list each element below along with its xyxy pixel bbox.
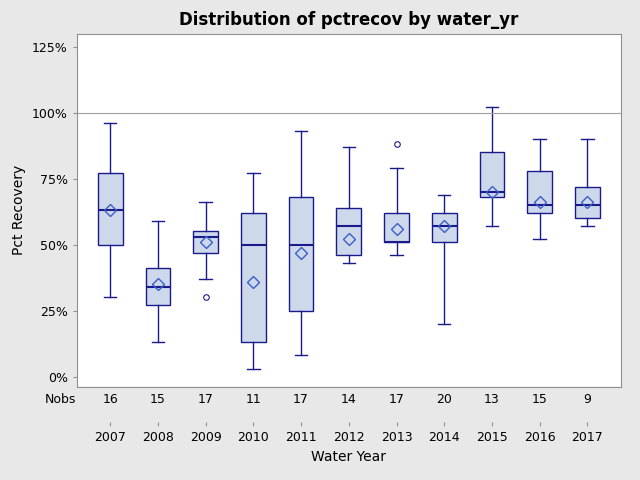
Text: 9: 9 bbox=[584, 393, 591, 406]
Text: 17: 17 bbox=[198, 393, 214, 406]
Text: 13: 13 bbox=[484, 393, 500, 406]
PathPatch shape bbox=[337, 208, 361, 255]
Text: 16: 16 bbox=[102, 393, 118, 406]
PathPatch shape bbox=[432, 213, 457, 242]
PathPatch shape bbox=[145, 268, 170, 305]
X-axis label: Water Year: Water Year bbox=[311, 450, 387, 464]
PathPatch shape bbox=[527, 171, 552, 213]
PathPatch shape bbox=[193, 231, 218, 252]
Title: Distribution of pctrecov by water_yr: Distribution of pctrecov by water_yr bbox=[179, 11, 518, 29]
PathPatch shape bbox=[241, 213, 266, 342]
Text: 20: 20 bbox=[436, 393, 452, 406]
Text: Nobs: Nobs bbox=[45, 393, 76, 406]
PathPatch shape bbox=[384, 213, 409, 242]
PathPatch shape bbox=[479, 152, 504, 197]
Text: 14: 14 bbox=[341, 393, 356, 406]
Text: 11: 11 bbox=[246, 393, 261, 406]
Text: 17: 17 bbox=[293, 393, 309, 406]
Text: 15: 15 bbox=[150, 393, 166, 406]
PathPatch shape bbox=[289, 197, 314, 311]
PathPatch shape bbox=[98, 173, 123, 245]
Text: 15: 15 bbox=[532, 393, 548, 406]
Y-axis label: Pct Recovery: Pct Recovery bbox=[12, 165, 26, 255]
Text: 17: 17 bbox=[388, 393, 404, 406]
PathPatch shape bbox=[575, 187, 600, 218]
